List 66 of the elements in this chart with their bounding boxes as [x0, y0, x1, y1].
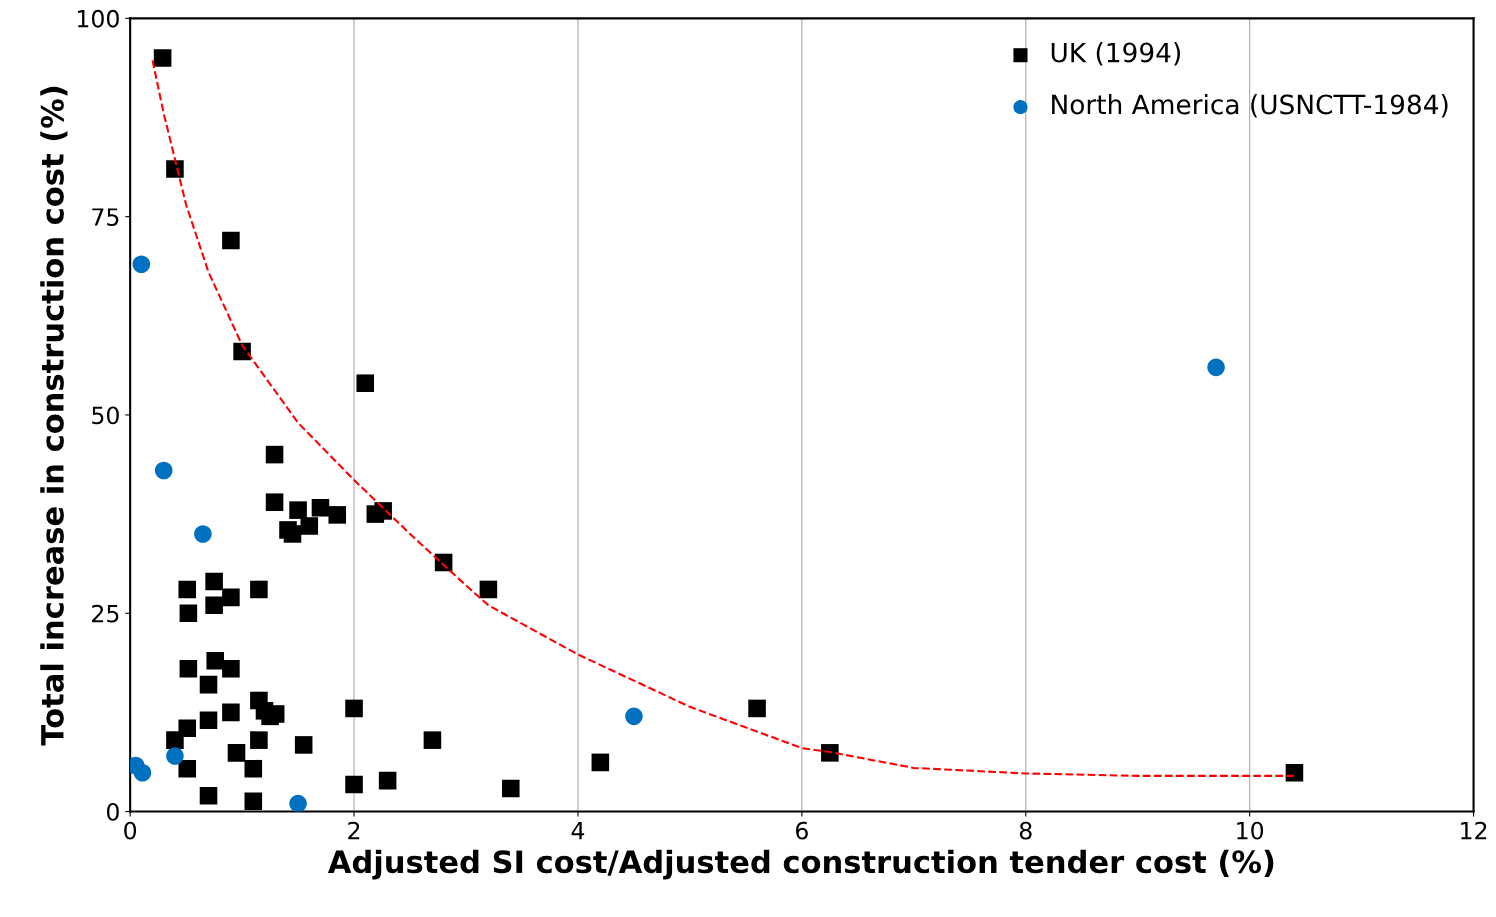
point	[821, 744, 839, 762]
x-axis-title: Adjusted SI cost/Adjusted construction tender cost (%)	[327, 849, 1274, 880]
point	[250, 731, 268, 749]
y-tick-label: 100	[77, 9, 119, 28]
x-tick-label: 10	[1237, 821, 1264, 840]
x-tick-label: 6	[795, 821, 808, 840]
x-tick-label: 8	[1019, 821, 1032, 840]
point	[199, 675, 218, 694]
point	[206, 652, 225, 670]
point	[179, 604, 198, 623]
point	[502, 779, 520, 798]
point	[153, 49, 172, 67]
point	[294, 736, 313, 754]
point	[1207, 358, 1225, 377]
legend-label: UK (1994)	[1051, 42, 1180, 66]
point	[265, 493, 284, 511]
point	[233, 342, 251, 361]
point	[222, 659, 240, 678]
point	[227, 744, 246, 762]
point	[166, 747, 184, 765]
point	[179, 659, 198, 678]
y-axis-title: Total increase in construction cost (%)	[40, 86, 68, 746]
point	[166, 731, 184, 749]
point	[250, 580, 268, 599]
point	[222, 588, 240, 607]
y-tick-label: 0	[106, 802, 119, 821]
y-tick-label: 25	[92, 604, 119, 623]
point	[283, 525, 302, 543]
point	[591, 753, 610, 772]
point	[178, 580, 197, 599]
point	[178, 759, 197, 778]
legend-label: North America (USNCTT-1984)	[1052, 94, 1448, 118]
point	[205, 596, 223, 615]
point	[222, 703, 240, 722]
point	[423, 731, 442, 749]
point	[374, 502, 392, 520]
y-tick-label: 50	[92, 406, 119, 425]
point	[356, 374, 375, 392]
point	[194, 525, 212, 543]
point	[244, 759, 263, 778]
point	[328, 506, 347, 524]
point	[166, 160, 184, 178]
point	[625, 707, 643, 726]
point	[289, 794, 307, 812]
point	[199, 786, 218, 805]
x-tick-label: 2	[348, 821, 360, 840]
point	[300, 517, 319, 535]
x-tick-label: 0	[124, 821, 137, 840]
point	[154, 461, 173, 480]
point	[345, 699, 363, 718]
point	[311, 498, 330, 517]
point	[222, 231, 240, 250]
point	[479, 580, 498, 599]
point	[345, 775, 363, 794]
point	[748, 699, 766, 718]
point	[378, 771, 397, 790]
x-tick-label: 4	[571, 821, 585, 840]
point	[265, 445, 284, 464]
point	[289, 501, 307, 519]
y-tick-label: 75	[92, 208, 119, 226]
point	[133, 763, 152, 782]
point	[205, 572, 223, 591]
point	[199, 711, 218, 730]
point	[132, 255, 151, 274]
point	[244, 792, 263, 811]
x-tick-label: 12	[1461, 821, 1487, 840]
